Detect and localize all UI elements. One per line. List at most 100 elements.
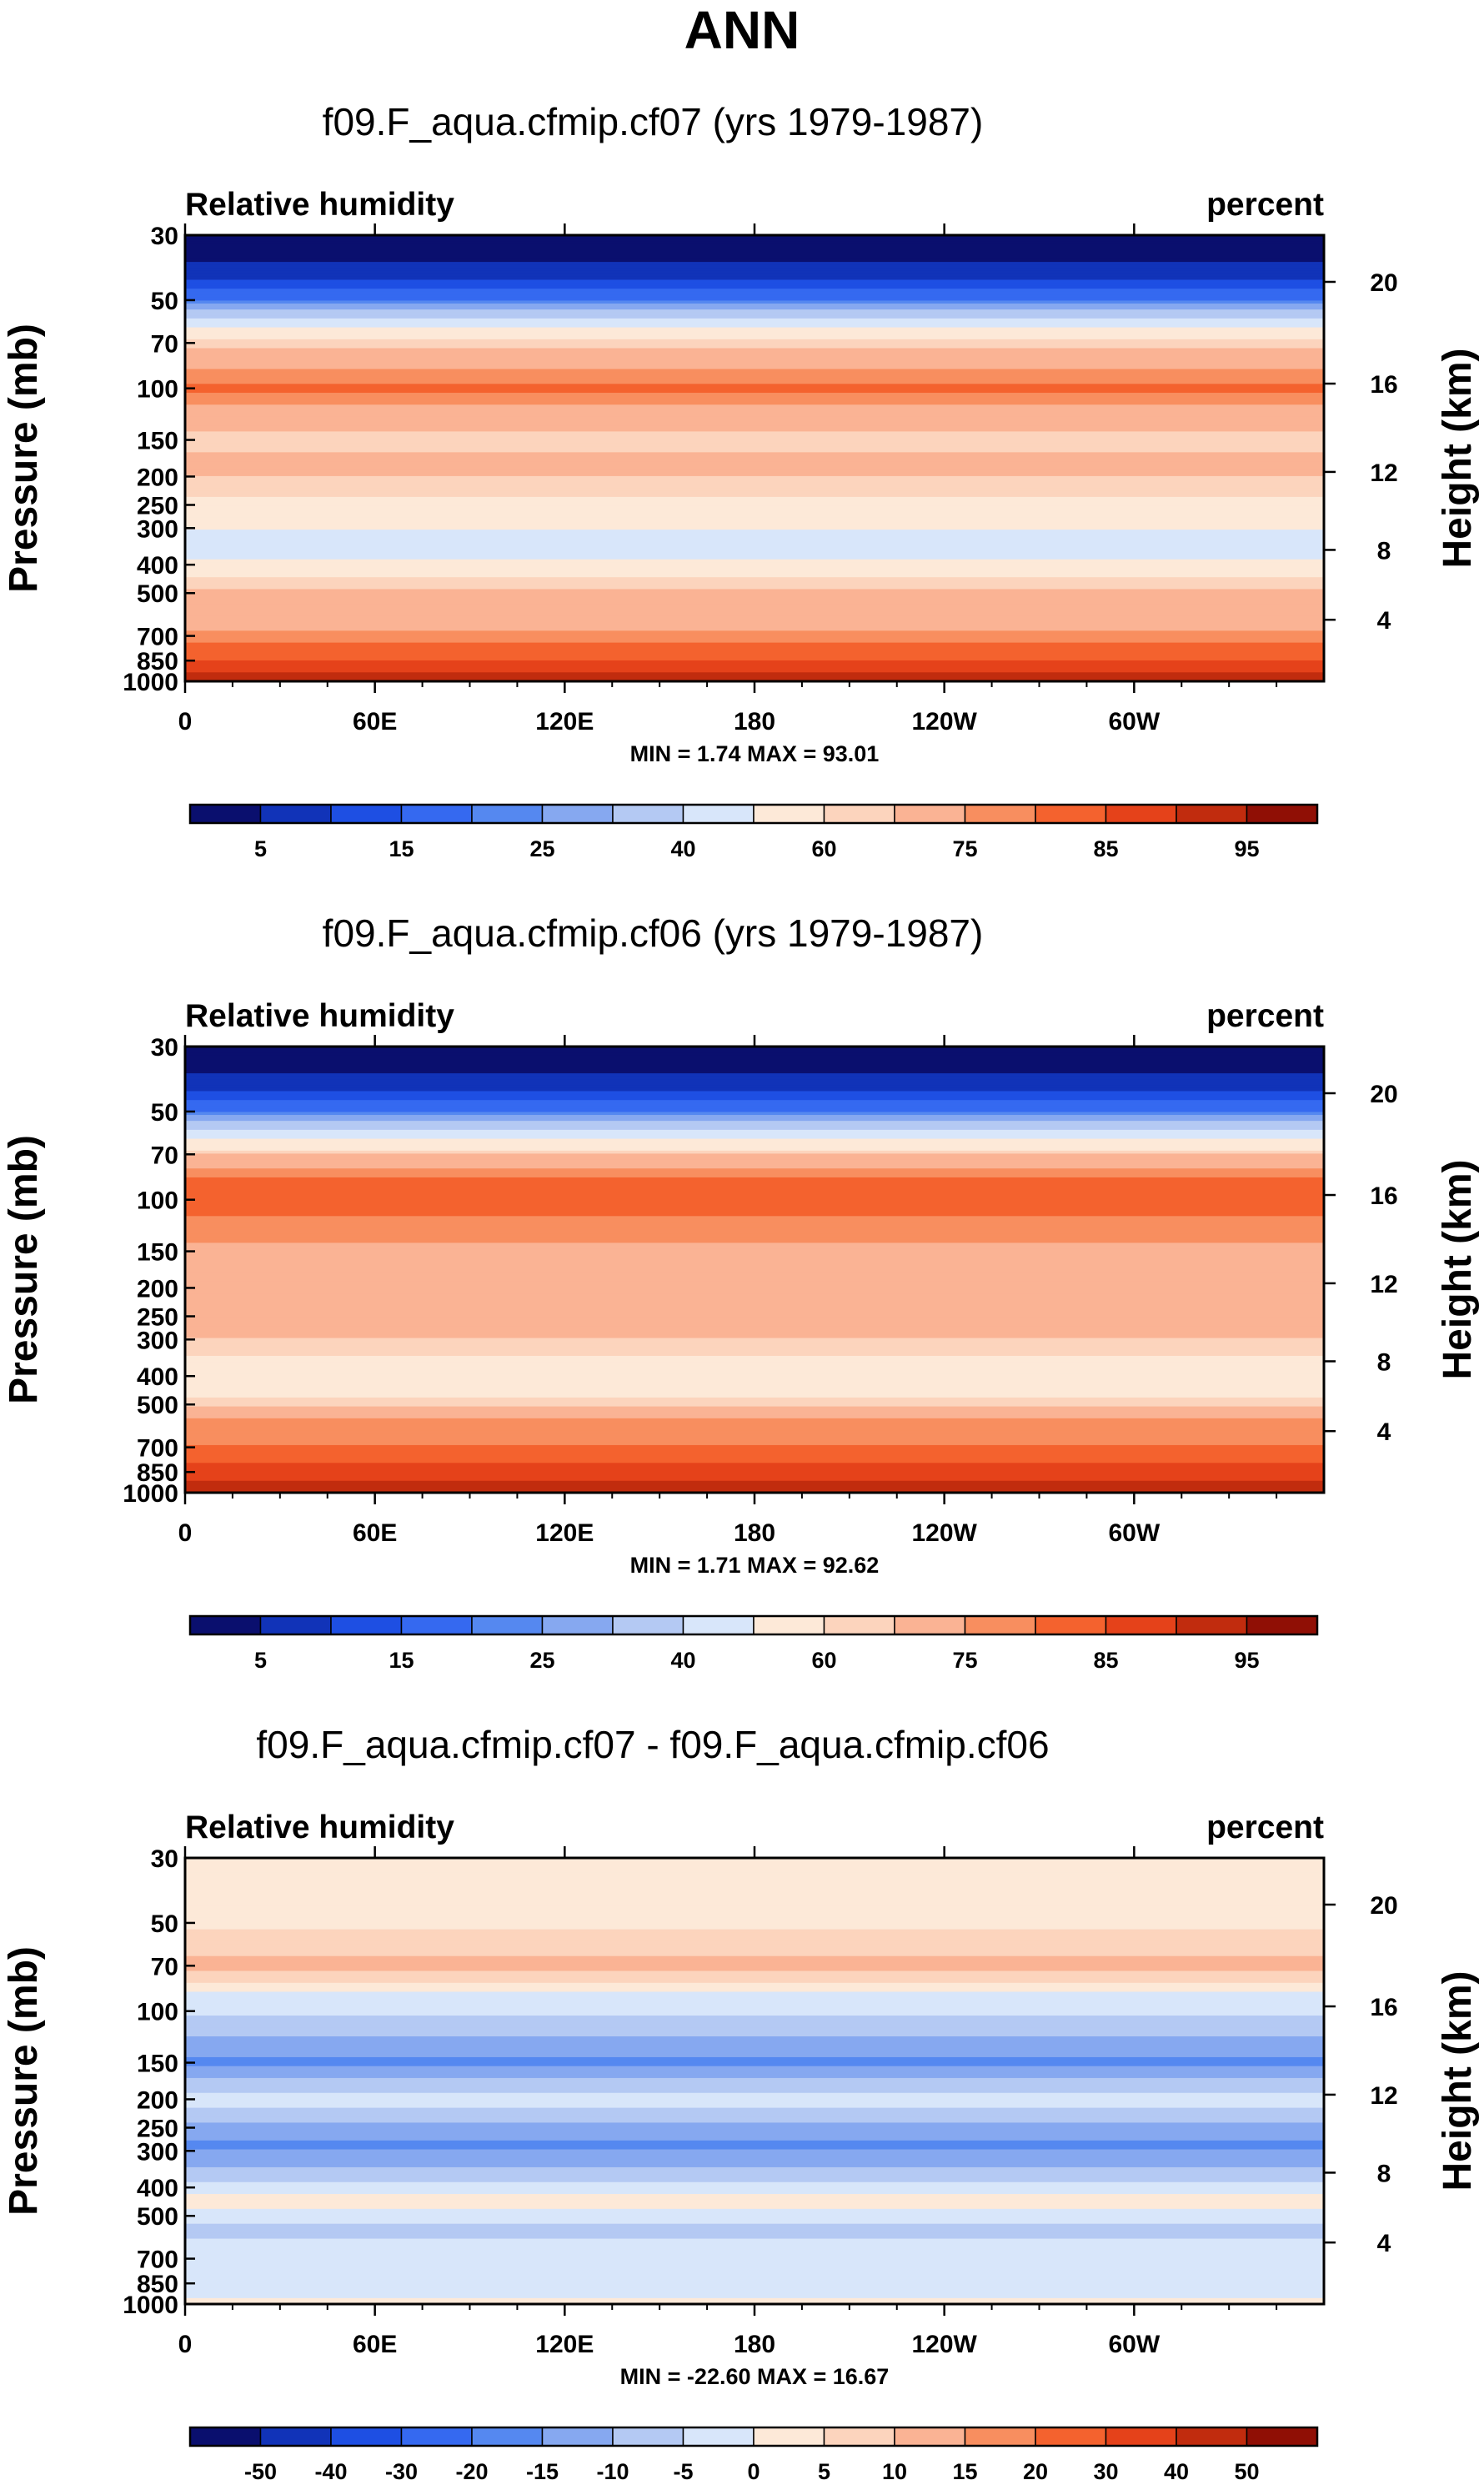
height-tick-label: 12 [1370, 1271, 1397, 1298]
contour-band [185, 1067, 1324, 1072]
contour-band [185, 663, 1324, 667]
contour-band [185, 1480, 1324, 1485]
pressure-tick-label: 500 [137, 2203, 178, 2231]
units-label: percent [1206, 998, 1324, 1034]
contour-band [185, 1273, 1324, 1277]
colorbar-swatch [541, 804, 614, 824]
colorbar-swatch [964, 804, 1036, 824]
contour-band [185, 1222, 1324, 1226]
contour-band [185, 1076, 1324, 1081]
contour-band [185, 580, 1324, 585]
contour-band [185, 1225, 1324, 1229]
colorbar-swatch [330, 2427, 403, 2447]
contour-band [185, 1899, 1324, 1904]
contour-band [185, 1201, 1324, 1205]
contour-band [185, 339, 1324, 344]
height-tick-label: 12 [1370, 459, 1397, 487]
contour-band [185, 2277, 1324, 2282]
contour-band [185, 333, 1324, 338]
colorbar-label: 20 [1023, 2459, 1048, 2480]
contour-band [185, 318, 1324, 323]
contour-band [185, 1108, 1324, 1113]
contour-band [185, 440, 1324, 444]
pressure-tick-label: 400 [137, 552, 178, 580]
contour-band [185, 1486, 1324, 1491]
pressure-tick-label: 70 [151, 1142, 178, 1169]
colorbar-swatch [682, 804, 755, 824]
contour-band [185, 585, 1324, 590]
pressure-tick-label: 400 [137, 1363, 178, 1391]
pressure-tick-label: 50 [151, 1910, 178, 1938]
contour-band [185, 431, 1324, 435]
colorbar-label: 5 [254, 1648, 267, 1673]
contour-band [185, 520, 1324, 525]
contour-band [185, 1197, 1324, 1202]
variable-label: Relative humidity [185, 1810, 454, 1845]
longitude-tick-label: 60W [1108, 2331, 1160, 2358]
contour-band [185, 469, 1324, 474]
contour-band [185, 1275, 1324, 1279]
chart-panel-1: f09.F_aqua.cfmip.cf07 (yrs 1979-1987) Rel… [2, 100, 1480, 861]
pressure-tick-label: 70 [151, 330, 178, 358]
longitude-tick-label: 0 [178, 1519, 193, 1547]
min-max-text: MIN = 1.74 MAX = 93.01 [630, 741, 880, 766]
contour-band [185, 2137, 1324, 2141]
colorbar-swatch [753, 2427, 825, 2447]
contour-band [185, 243, 1324, 249]
contour-band [185, 642, 1324, 646]
pressure-tick-label: 500 [137, 580, 178, 608]
contour-band [185, 1254, 1324, 1259]
colorbar-label: 40 [1164, 2459, 1189, 2480]
contour-band [185, 1858, 1324, 1862]
contour-band [185, 2122, 1324, 2126]
contour-band [185, 583, 1324, 587]
contour-band [185, 648, 1324, 653]
contour-band [185, 1872, 1324, 1877]
colorbar-label: 85 [1093, 1648, 1118, 1673]
colorbar-swatch [189, 804, 262, 824]
pressure-tick-label: 200 [137, 2086, 178, 2114]
contour-band [185, 1156, 1324, 1161]
contour-band [185, 1403, 1324, 1408]
contour-band [185, 1950, 1324, 1954]
colorbar-label: 60 [811, 836, 836, 861]
contour-band [185, 1438, 1324, 1443]
contour-band [185, 1162, 1324, 1167]
colorbar-swatch [1176, 1615, 1248, 1635]
contour-band [185, 289, 1324, 293]
colorbar-swatch [1176, 804, 1248, 824]
contour-band [185, 615, 1324, 620]
contour-band [185, 1427, 1324, 1431]
colorbar-swatch [823, 804, 895, 824]
contour-band [185, 2217, 1324, 2221]
contour-band [185, 627, 1324, 632]
contour-band [185, 2152, 1324, 2156]
contour-band [185, 291, 1324, 296]
colorbar-swatch [1105, 2427, 1177, 2447]
contour-band [185, 1995, 1324, 1999]
colorbar-swatch [894, 2427, 966, 2447]
contour-band [185, 1258, 1324, 1262]
contour-band [185, 1334, 1324, 1339]
contour-band [185, 1965, 1324, 1969]
contour-band [185, 1379, 1324, 1383]
pressure-tick-label: 30 [151, 1845, 178, 1873]
contour-band [185, 666, 1324, 670]
contour-band [185, 2101, 1324, 2106]
colorbar-label: 25 [529, 836, 554, 861]
contour-band [185, 2086, 1324, 2091]
contour-band [185, 1192, 1324, 1197]
contour-band [185, 348, 1324, 352]
contour-band [185, 1902, 1324, 1906]
colorbar-frame [188, 803, 1319, 825]
colorbar-swatch [259, 804, 332, 824]
contour-band [185, 1451, 1324, 1455]
contour-band [185, 1082, 1324, 1087]
contour-band [185, 2116, 1324, 2121]
contour-band [185, 547, 1324, 551]
contour-band [185, 1305, 1324, 1309]
contour-band [185, 2223, 1324, 2228]
contour-band [185, 1323, 1324, 1328]
pressure-tick-label: 300 [137, 1327, 178, 1354]
